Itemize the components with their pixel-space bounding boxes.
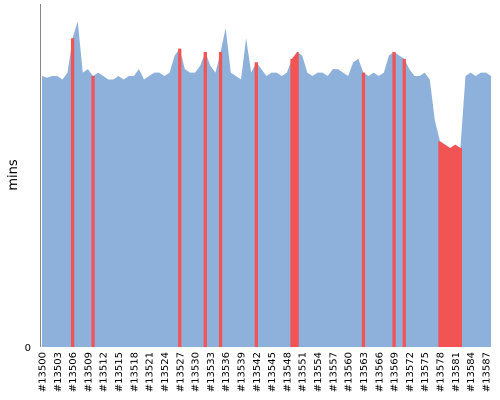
- highlight-region: [392, 52, 396, 348]
- x-tick-label: #13542: [252, 352, 263, 392]
- x-tick-label: #13569: [390, 352, 401, 392]
- highlight-region: [402, 58, 406, 347]
- x-tick-label: #13506: [68, 352, 79, 392]
- highlight-region: [438, 141, 463, 347]
- highlight-region: [178, 48, 182, 348]
- x-tick-label: #13575: [420, 352, 431, 392]
- x-tick-label: #13512: [99, 352, 110, 392]
- plot-area: [42, 21, 491, 348]
- x-tick-label: #13533: [206, 352, 217, 392]
- highlight-region: [290, 52, 299, 348]
- x-tick-label: #13551: [298, 352, 309, 392]
- x-tick-label: #13560: [344, 352, 355, 392]
- x-tick-label: #13587: [481, 352, 492, 392]
- x-tick-label: #13539: [236, 352, 247, 392]
- x-tick-label: #13563: [359, 352, 370, 392]
- highlight-region: [361, 72, 366, 347]
- x-tick-label: #13509: [83, 352, 94, 392]
- x-tick-label: #13530: [191, 352, 202, 392]
- x-tick-label: #13527: [175, 352, 186, 392]
- x-tick-label: #13581: [451, 352, 462, 392]
- series-area: [42, 21, 491, 348]
- highlight-region: [70, 38, 75, 348]
- highlight-region: [254, 62, 258, 348]
- x-tick-label: #13521: [145, 352, 156, 392]
- x-tick-label: #13572: [405, 352, 416, 392]
- x-tick-label: #13554: [313, 352, 324, 392]
- x-tick-label: #13545: [267, 352, 278, 392]
- x-tick-label: #13578: [435, 352, 446, 392]
- x-tick-label: #13518: [129, 352, 140, 392]
- x-tick-label: #13503: [53, 352, 64, 392]
- highlight-region: [218, 52, 223, 348]
- x-tick-label: #13500: [38, 352, 49, 392]
- x-tick-label: #13548: [282, 352, 293, 392]
- x-tick-label: #13584: [466, 352, 477, 392]
- highlight-region: [91, 76, 95, 347]
- x-tick-label: #13515: [114, 352, 125, 392]
- x-axis-ticks: #13500 #13503 #13506 #13509 #13512 #13515 #135…: [38, 352, 493, 392]
- x-tick-label: #13524: [160, 352, 171, 392]
- y-axis-title: mins: [6, 159, 21, 191]
- highlight-region: [203, 52, 207, 348]
- x-tick-label: #13557: [328, 352, 339, 392]
- x-tick-label: #13536: [221, 352, 232, 392]
- y-tick-label: 0: [25, 343, 31, 354]
- x-tick-label: #13566: [374, 352, 385, 392]
